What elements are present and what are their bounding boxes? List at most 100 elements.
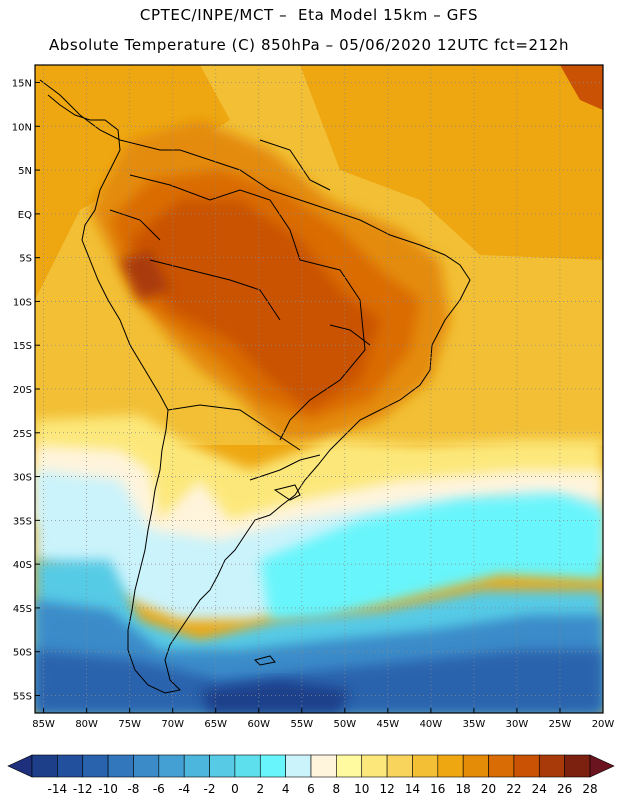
lat-tick-label: 55S	[13, 691, 32, 702]
lon-tick-label: 80W	[75, 719, 98, 730]
lat-tick-label: 10N	[12, 122, 32, 133]
lat-tick-label: 20S	[13, 385, 32, 396]
lon-tick-label: 40W	[420, 719, 443, 730]
colorbar-swatch	[31, 754, 58, 778]
colorbar-swatch	[310, 754, 337, 778]
lon-tick-label: 35W	[463, 719, 486, 730]
lat-tick-label: 5S	[19, 254, 32, 265]
colorbar-tick-label: 12	[379, 782, 394, 796]
colorbar-swatch	[158, 754, 185, 778]
border-argentina-north	[167, 404, 301, 451]
colorbar-tick-label: -6	[153, 782, 165, 796]
colorbar-swatch	[259, 754, 286, 778]
lon-tick-label: 30W	[506, 719, 529, 730]
border-brazil-west	[129, 174, 366, 441]
colorbar: -14 -12 -10 -8 -6 -4 -2 0 2 4 6 8 10 12 14 16 18 20 22 24 26…	[7, 754, 615, 796]
field-frigid	[35, 650, 603, 713]
colorbar-swatch	[488, 754, 515, 778]
colorbar-tick-label: -12	[73, 782, 93, 796]
continent-coastline	[39, 79, 471, 694]
colorbar-swatch	[82, 754, 109, 778]
lon-tick-label: 20W	[592, 719, 615, 730]
field-andes-hotspot	[120, 250, 170, 300]
border-brazil-states	[329, 324, 371, 346]
field-pacific-coast	[35, 300, 120, 430]
colorbar-swatch	[234, 754, 261, 778]
latitude-labels: 15N 10N 5N EQ 5S 10S 15S 20S 25S 30S 35S 40S 45S 50S 5…	[12, 79, 40, 702]
colorbar-swatch	[285, 754, 312, 778]
lat-tick-label: 15N	[12, 79, 32, 90]
lon-tick-label: 25W	[549, 719, 572, 730]
colorbar-under-arrow	[7, 754, 33, 778]
colorbar-tick-label: -4	[178, 782, 190, 796]
border-ecuador	[109, 209, 161, 241]
lat-tick-label: 15S	[13, 341, 32, 352]
field-northeast-corner	[560, 65, 603, 110]
colorbar-swatch	[336, 754, 363, 778]
field-land-hotter	[130, 200, 380, 410]
colorbar-tick-label: 14	[405, 782, 420, 796]
colorbar-tick-label: 8	[333, 782, 341, 796]
grid-lines	[35, 65, 604, 713]
colorbar-tick-label: 4	[282, 782, 290, 796]
colorbar-tick-label: -8	[127, 782, 139, 796]
lat-tick-label: 30S	[13, 473, 32, 484]
lon-tick-label: 60W	[247, 719, 270, 730]
colorbar-tick-label: 28	[582, 782, 597, 796]
lon-tick-label: 50W	[334, 719, 357, 730]
colorbar-swatch	[412, 754, 439, 778]
colorbar-swatch	[386, 754, 413, 778]
colorbar-tick-label: -2	[204, 782, 216, 796]
lat-tick-label: 35S	[13, 516, 32, 527]
chart-title-model: CPTEC/INPE/MCT – Eta Model 15km – GFS	[139, 6, 479, 24]
colorbar-tick-label: 22	[506, 782, 521, 796]
lat-tick-label: 10S	[13, 297, 32, 308]
border-peru-bolivia	[149, 259, 281, 321]
colorbar-tick-label: 2	[256, 782, 264, 796]
field-coldest	[200, 680, 350, 713]
colorbar-swatch	[209, 754, 236, 778]
colorbar-tick-label: 26	[557, 782, 572, 796]
colorbar-swatch	[57, 754, 84, 778]
border-uruguay	[249, 454, 321, 481]
lat-tick-label: 40S	[13, 560, 32, 571]
colorbar-swatch	[107, 754, 134, 778]
lat-tick-label: EQ	[18, 210, 32, 221]
colorbar-tick-label: 16	[430, 782, 445, 796]
colorbar-tick-label: -14	[48, 782, 68, 796]
colorbar-tick-label: 18	[456, 782, 471, 796]
colorbar-tick-label: 20	[481, 782, 496, 796]
colorbar-swatch	[538, 754, 565, 778]
chart-title-field: Absolute Temperature (C) 850hPa – 05/06/…	[48, 36, 570, 54]
coast-rio-plata	[273, 484, 301, 501]
border-guianas	[259, 139, 331, 191]
colorbar-swatch	[437, 754, 464, 778]
lat-tick-label: 50S	[13, 648, 32, 659]
lon-tick-label: 75W	[118, 719, 141, 730]
lat-tick-label: 5N	[18, 166, 32, 177]
colorbar-tick-label: 0	[231, 782, 239, 796]
colorbar-tick-label: 24	[532, 782, 547, 796]
colorbar-over-arrow	[589, 754, 615, 778]
colorbar-tick-label: 6	[307, 782, 315, 796]
lon-tick-label: 85W	[32, 719, 55, 730]
lon-tick-label: 45W	[377, 719, 400, 730]
lon-tick-label: 70W	[161, 719, 184, 730]
lon-tick-label: 65W	[204, 719, 227, 730]
colorbar-swatch	[564, 754, 591, 778]
colorbar-swatch	[462, 754, 489, 778]
colorbar-tick-label: 10	[354, 782, 369, 796]
field-north-atlantic	[300, 65, 603, 260]
colorbar-swatch	[133, 754, 160, 778]
colorbar-tick-label: -10	[98, 782, 118, 796]
lon-tick-label: 55W	[290, 719, 313, 730]
field-east-pacific	[35, 65, 230, 300]
longitude-labels: 85W 80W 75W 70W 65W 60W 55W 50W 45W 40W 35W 30W 25W 2…	[32, 708, 614, 730]
colorbar-swatch	[513, 754, 540, 778]
coastlines	[39, 79, 471, 694]
falkland-islands	[254, 655, 276, 666]
field-cold-band	[260, 495, 603, 620]
colorbar-swatch	[361, 754, 388, 778]
lat-tick-label: 45S	[13, 604, 32, 615]
